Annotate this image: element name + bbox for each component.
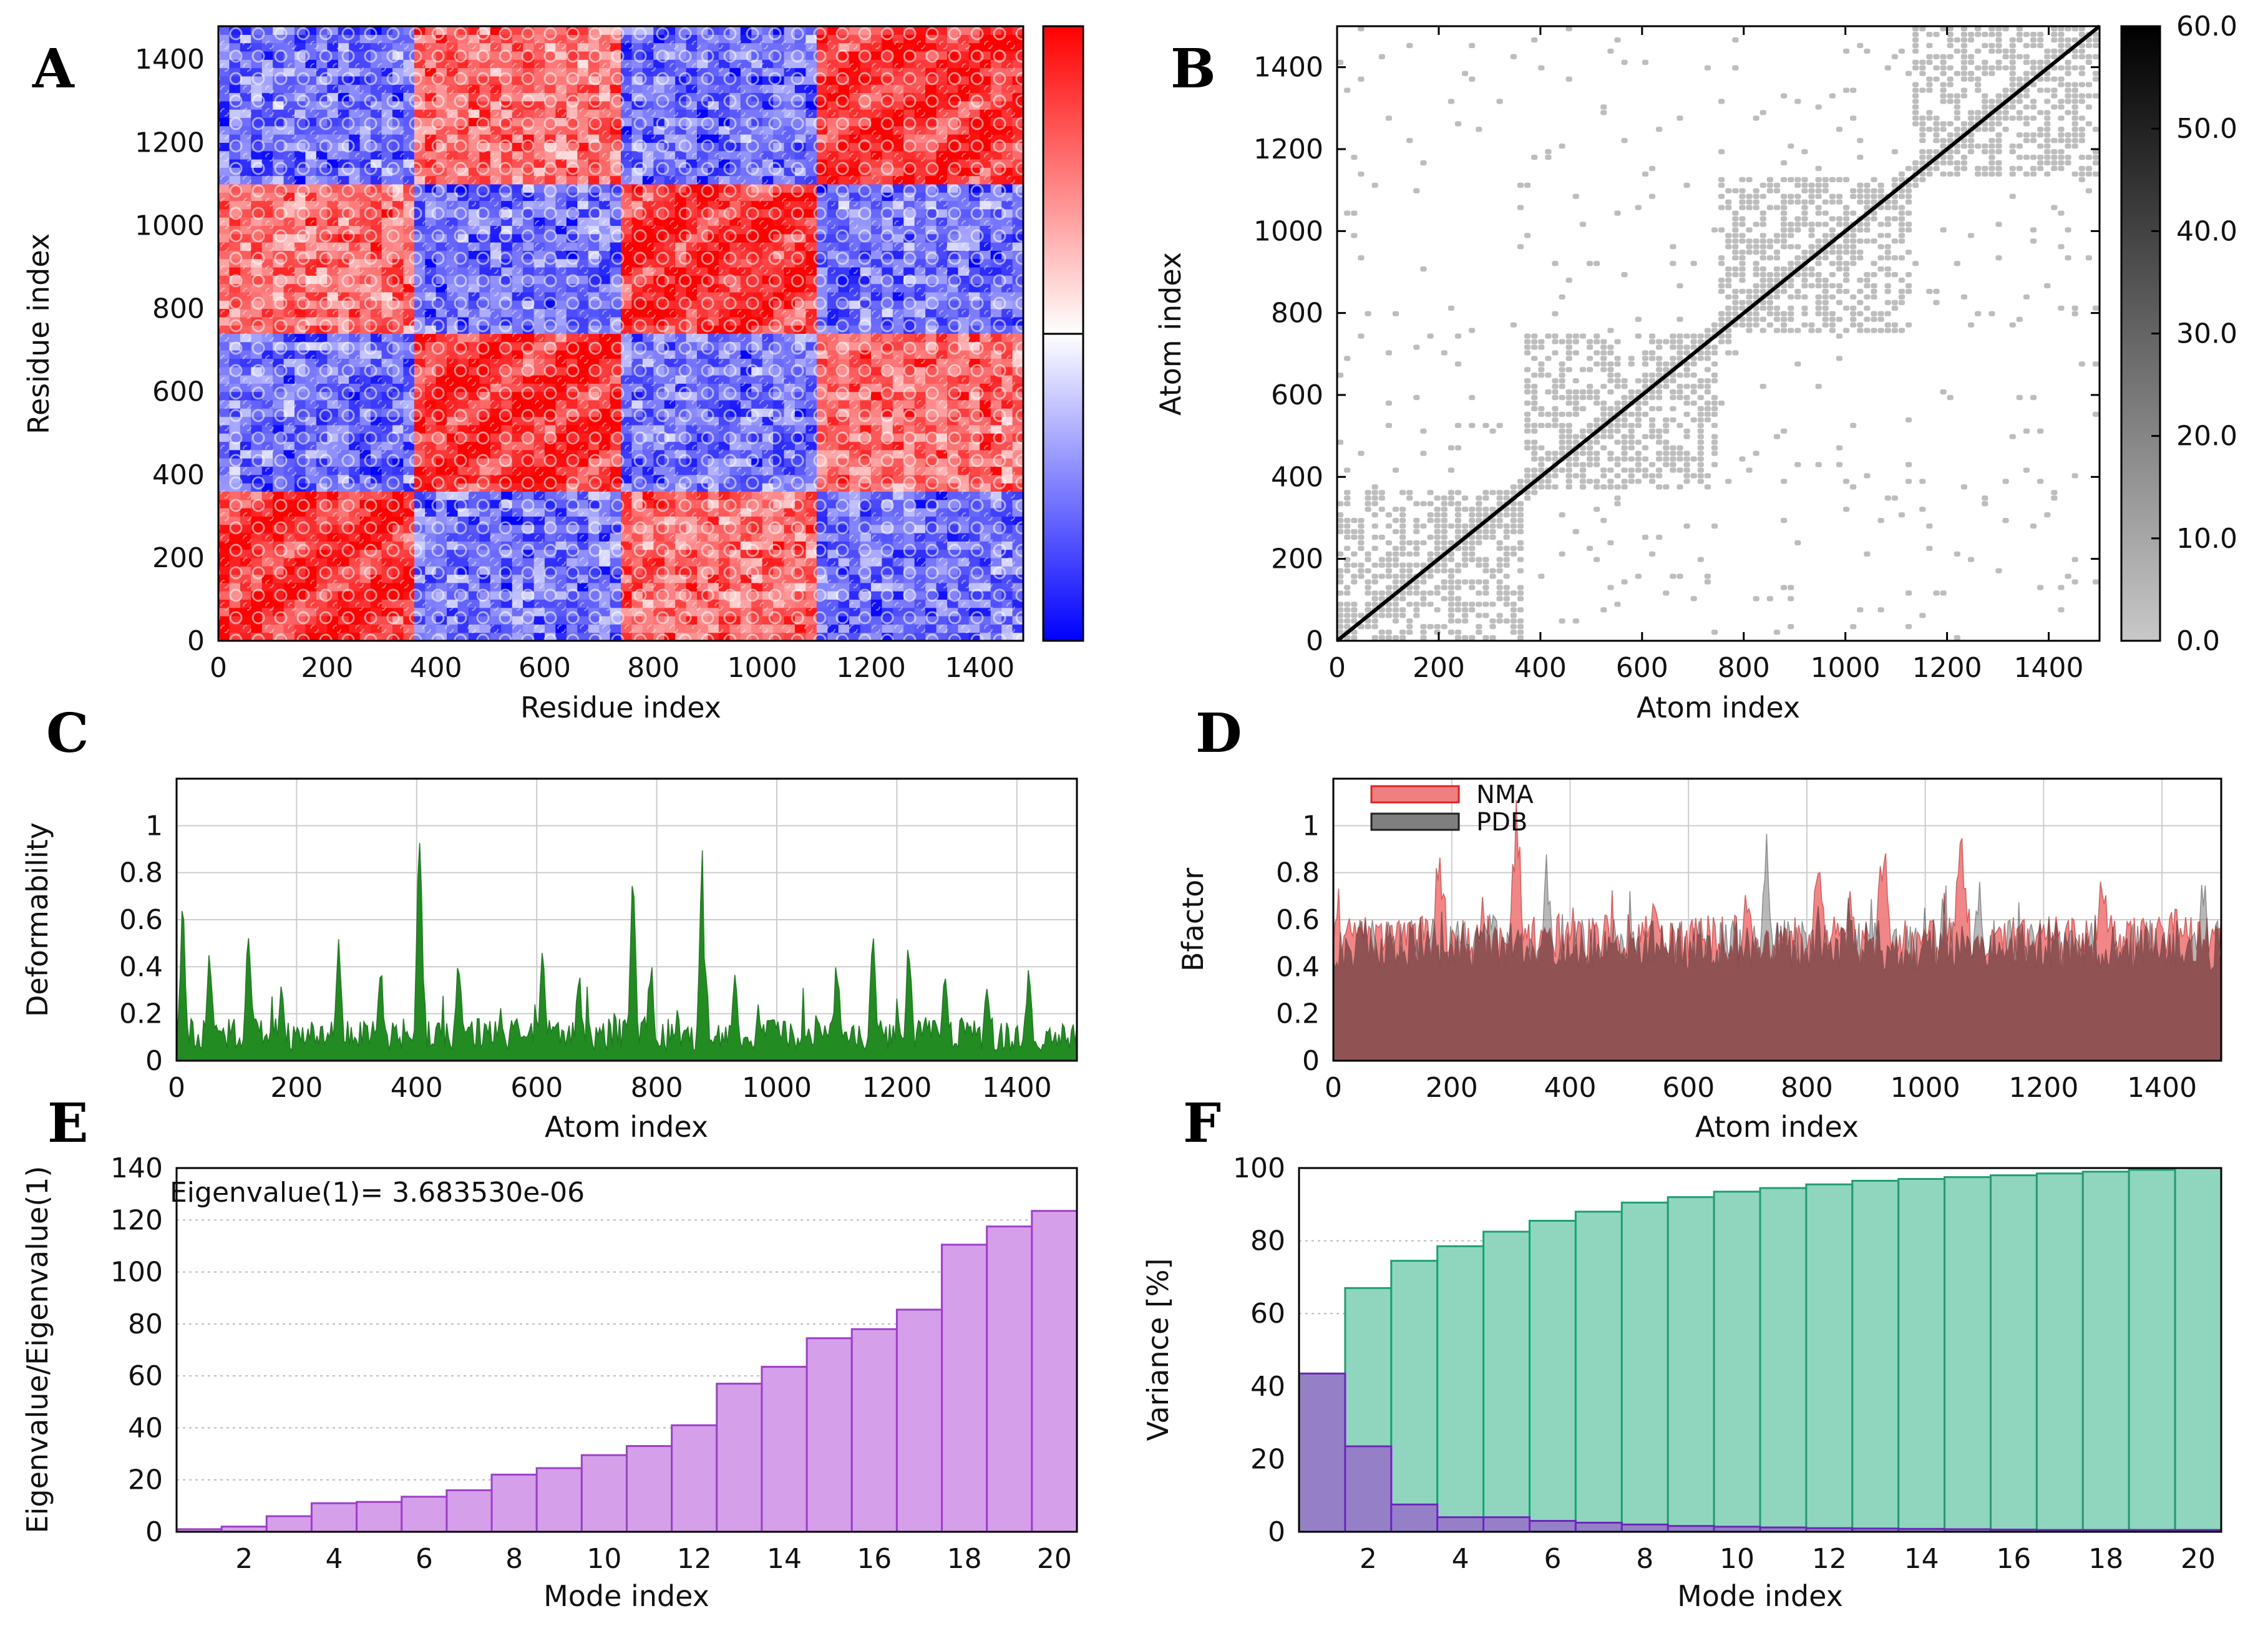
- panel-letter-c: C: [46, 702, 89, 765]
- panel-letter-d: D: [1195, 702, 1242, 765]
- panel-a-correlation-map: 0 200 400 600 800 1000 1200 1400020040060080010…: [22, 25, 1084, 724]
- panel-letter-a: A: [32, 37, 75, 100]
- panel-letter-f: F: [1183, 1092, 1221, 1155]
- panel-letter-b: B: [1171, 37, 1216, 100]
- panel-letter-e: E: [47, 1092, 89, 1155]
